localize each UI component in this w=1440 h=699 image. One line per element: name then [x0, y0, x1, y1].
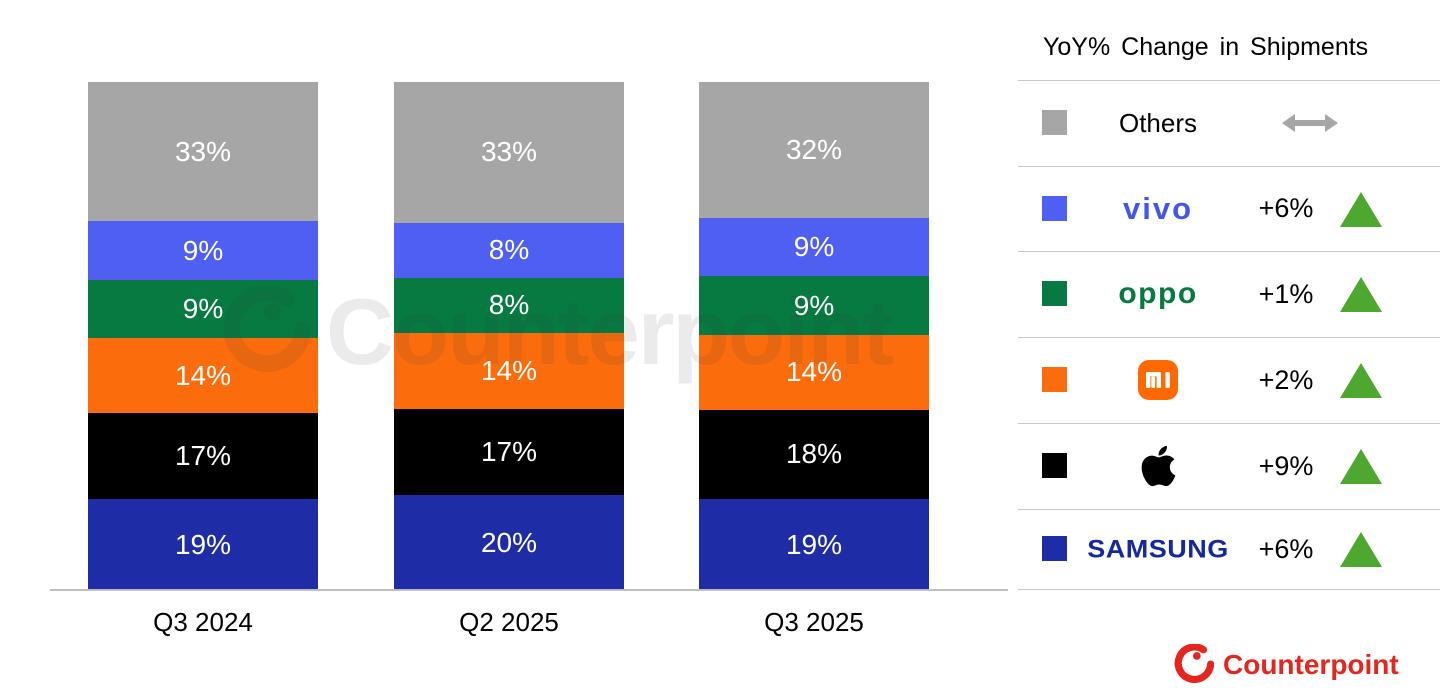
- bar-segment-oppo-0: 9%: [88, 279, 318, 339]
- bar-segment-xiaomi-2: 14%: [699, 334, 929, 411]
- legend-panel: YoY% Change in Shipments Others vivo +6% op…: [1018, 0, 1440, 699]
- yoy-change-vivo: +6%: [1258, 193, 1314, 223]
- bar-segment-xiaomi-0: 14%: [88, 338, 318, 414]
- yoy-change-apple: +9%: [1258, 450, 1314, 481]
- segment-value-label: 20%: [480, 526, 538, 558]
- bar-segment-vivo-2: 9%: [699, 218, 929, 277]
- bar-segment-samsung-2: 19%: [699, 498, 929, 592]
- segment-value-label: 32%: [785, 134, 843, 166]
- yoy-change-samsung: +6%: [1258, 533, 1314, 564]
- counterpoint-brand: Counterpoint: [1172, 642, 1399, 688]
- legend-row-xiaomi: +2%: [1018, 338, 1440, 422]
- segment-value-label: 9%: [182, 293, 224, 324]
- segment-value-label: 33%: [174, 135, 232, 167]
- legend-divider: [1018, 80, 1440, 81]
- samsung-logo: SAMSUNG: [1072, 507, 1244, 591]
- bar-segment-apple-2: 18%: [699, 410, 929, 499]
- legend-divider: [1018, 166, 1440, 167]
- bar-segment-xiaomi-1: 14%: [394, 333, 624, 409]
- stacked-bar-q3-2024: 33% 9% 9% 14% 17% 19%: [88, 82, 318, 592]
- counterpoint-brand-name: Counterpoint: [1223, 649, 1399, 680]
- legend-divider: [1018, 337, 1440, 338]
- legend-row-samsung: SAMSUNG +6%: [1018, 507, 1440, 591]
- segment-value-label: 9%: [182, 234, 224, 266]
- bar-segment-samsung-0: 19%: [88, 498, 318, 592]
- trend-up-triangle-icon: [1340, 449, 1382, 484]
- segment-value-label: 14%: [174, 359, 232, 391]
- legend-swatch-others: [1042, 110, 1067, 135]
- legend-row-vivo: vivo +6%: [1018, 167, 1440, 251]
- segment-value-label: 9%: [793, 231, 835, 263]
- segment-value-label: 17%: [480, 435, 538, 467]
- oppo-logo: oppo: [1072, 252, 1244, 336]
- flat-arrow-icon: [1282, 114, 1338, 132]
- legend-swatch-vivo: [1042, 195, 1067, 221]
- legend-swatch-oppo: [1042, 281, 1067, 306]
- bar-segment-apple-0: 17%: [88, 413, 318, 499]
- bar-segment-apple-1: 17%: [394, 408, 624, 495]
- x-axis-line: [50, 589, 1008, 591]
- apple-logo-icon: [1141, 445, 1175, 487]
- trend-up-triangle-icon: [1340, 363, 1382, 398]
- segment-value-label: 8%: [488, 289, 530, 321]
- segment-value-label: 8%: [488, 234, 530, 266]
- stacked-bar-q3-2025: 32% 9% 9% 14% 18% 19%: [699, 82, 929, 592]
- segment-value-label: 9%: [793, 289, 835, 321]
- legend-brand-label: Others: [1118, 107, 1198, 138]
- segment-value-label: 19%: [785, 528, 843, 560]
- trend-up-triangle-icon: [1340, 532, 1382, 567]
- others-logo: Others: [1072, 81, 1244, 165]
- legend-row-apple: +9%: [1018, 424, 1440, 508]
- bar-segment-others-2: 32%: [699, 82, 929, 219]
- legend-divider: [1018, 589, 1440, 590]
- legend-divider: [1018, 509, 1440, 510]
- stacked-bar-q2-2025: 33% 8% 8% 14% 17% 20%: [394, 82, 624, 591]
- trend-up-triangle-icon: [1340, 191, 1382, 227]
- bar-segment-others-0: 33%: [88, 82, 318, 222]
- legend-row-others: Others: [1018, 81, 1440, 165]
- yoy-change-oppo: +1%: [1258, 278, 1314, 309]
- bar-segment-others-1: 33%: [394, 82, 624, 223]
- segment-value-label: 14%: [480, 354, 538, 386]
- bar-segment-vivo-0: 9%: [88, 221, 318, 280]
- legend-swatch-samsung: [1042, 536, 1067, 561]
- x-axis-label-0: Q3 2024: [153, 607, 253, 637]
- legend-brand-label: SAMSUNG: [1087, 534, 1229, 563]
- bar-segment-oppo-2: 9%: [699, 276, 929, 335]
- segment-value-label: 17%: [174, 440, 232, 472]
- x-axis-label-2: Q3 2025: [764, 607, 864, 637]
- legend-divider: [1018, 251, 1440, 252]
- segment-value-label: 18%: [785, 438, 843, 470]
- legend-brand-label: vivo: [1122, 190, 1194, 226]
- trend-up-triangle-icon: [1340, 277, 1382, 312]
- xiaomi-logo: [1072, 338, 1244, 422]
- legend-title: YoY% Change in Shipments: [1043, 33, 1369, 61]
- legend-row-oppo: oppo +1%: [1018, 252, 1440, 336]
- x-axis-label-1: Q2 2025: [459, 607, 559, 637]
- trend-flat-arrow: [1282, 113, 1338, 138]
- counterpoint-logo-icon: [1174, 644, 1214, 683]
- xiaomi-logo-icon: [1138, 360, 1178, 400]
- legend-brand-label: oppo: [1118, 277, 1198, 310]
- yoy-change-xiaomi: +2%: [1258, 364, 1314, 395]
- segment-value-label: 33%: [480, 136, 538, 168]
- bar-segment-samsung-1: 20%: [394, 494, 624, 591]
- legend-swatch-apple: [1042, 453, 1067, 478]
- segment-value-label: 14%: [785, 356, 843, 388]
- bar-segment-vivo-1: 8%: [394, 222, 624, 278]
- legend-swatch-xiaomi: [1042, 367, 1067, 392]
- legend-divider: [1018, 423, 1440, 424]
- segment-value-label: 19%: [174, 528, 232, 560]
- apple-logo: [1072, 424, 1244, 508]
- vivo-logo: vivo: [1072, 167, 1244, 251]
- bar-segment-oppo-1: 8%: [394, 277, 624, 334]
